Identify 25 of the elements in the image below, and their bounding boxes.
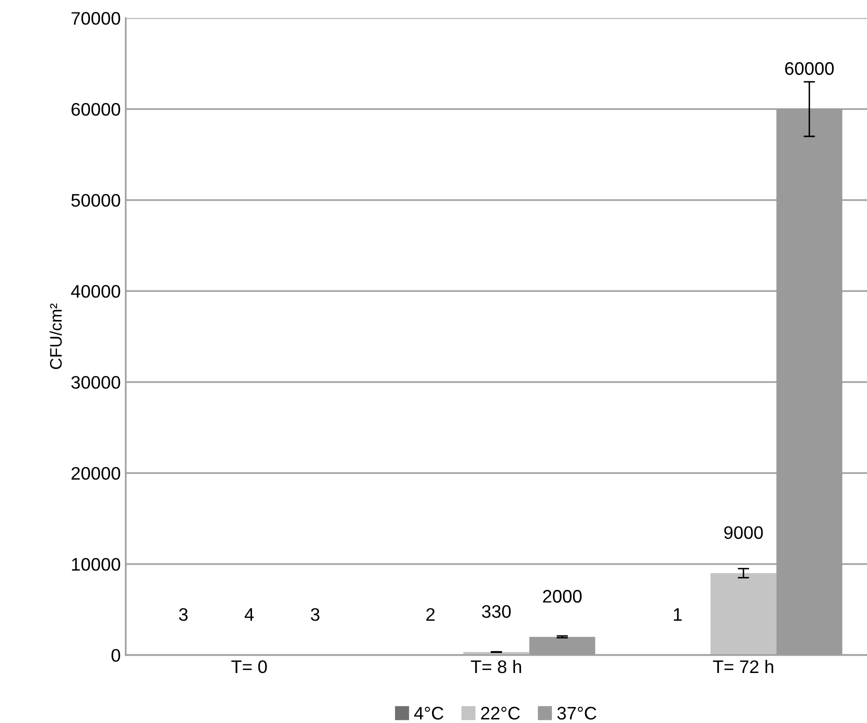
x-tick-label: T= 8 h: [470, 660, 522, 674]
y-tick-label: 10000: [72, 558, 120, 571]
y-tick-label: 40000: [71, 284, 120, 298]
legend-label: 22°C: [481, 706, 520, 720]
bar: [710, 573, 776, 656]
legend-label: 37°C: [557, 706, 596, 720]
data-label: 9000: [724, 526, 763, 540]
data-label: 1: [674, 608, 682, 621]
x-tick-label: T= 0: [231, 660, 267, 674]
y-axis-title: CFU/cm²: [50, 304, 62, 370]
y-tick-label: 60000: [72, 103, 120, 116]
data-label: 60000: [785, 62, 834, 75]
data-label: 3: [310, 608, 320, 621]
data-label: 3: [179, 608, 188, 621]
y-tick-label: 20000: [72, 466, 120, 480]
x-tick-label: T= 72 h: [712, 660, 774, 673]
y-tick-label: 0: [112, 648, 120, 662]
data-label: 4: [244, 608, 254, 621]
y-tick-label: 70000: [72, 12, 120, 25]
y-tick-label: 30000: [71, 376, 120, 389]
data-label: 2: [426, 608, 435, 621]
data-label: 2000: [543, 590, 582, 603]
legend-label: 4°C: [414, 706, 444, 720]
y-tick-label: 50000: [71, 194, 120, 207]
data-label: 330: [482, 605, 511, 618]
